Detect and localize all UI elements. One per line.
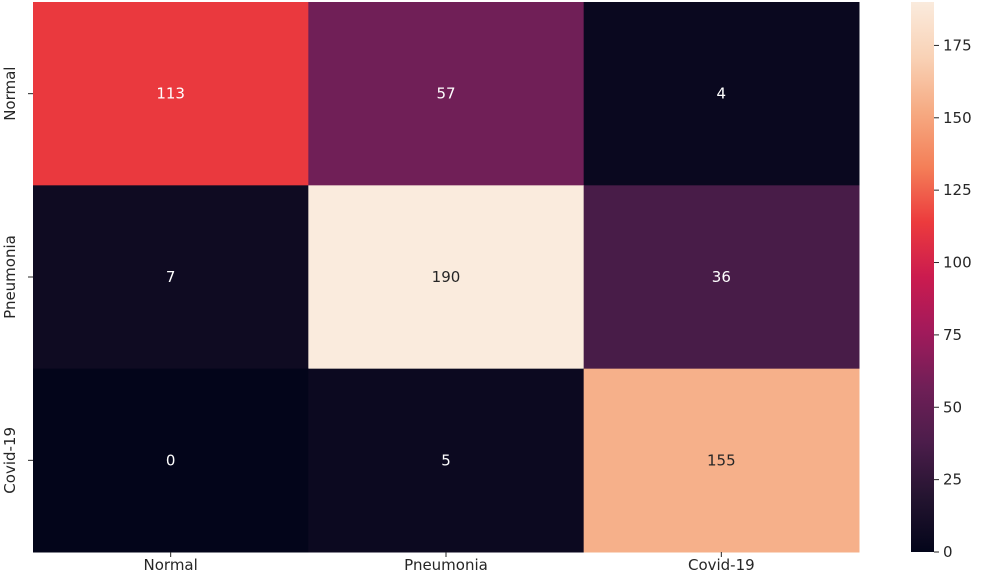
colorbar-tick-label: 0 xyxy=(943,543,953,561)
y-tick-label: Normal xyxy=(1,67,19,121)
heatmap-cell-covid-19-normal xyxy=(33,368,309,553)
heatmap-cells xyxy=(33,2,860,553)
heatmap-cell-pneumonia-pneumonia xyxy=(308,185,585,370)
colorbar-tick-label: 100 xyxy=(943,254,972,272)
heatmap-cell-normal-pneumonia xyxy=(308,2,585,186)
heatmap-cell-covid-19-covid-19 xyxy=(583,368,860,553)
x-tick-label: Normal xyxy=(144,556,198,574)
colorbar: 0 25 50 75 100 125 150 175 xyxy=(911,2,972,561)
cell-value-label: 155 xyxy=(707,451,736,469)
colorbar-gradient xyxy=(911,2,934,552)
cell-value-label: 7 xyxy=(166,268,176,286)
cell-annotations: 113 57 4 7 190 36 0 5 155 xyxy=(156,85,735,470)
colorbar-tick-label: 50 xyxy=(943,398,962,416)
colorbar-tick-label: 25 xyxy=(943,471,962,489)
cell-value-label: 113 xyxy=(156,85,185,103)
y-axis: Normal Pneumonia Covid-19 xyxy=(1,67,33,494)
cell-value-label: 57 xyxy=(436,85,455,103)
heatmap-cell-covid-19-pneumonia xyxy=(308,368,585,553)
x-tick-label: Covid-19 xyxy=(688,556,755,574)
colorbar-tick-label: 150 xyxy=(943,109,972,127)
x-axis: Normal Pneumonia Covid-19 xyxy=(144,552,755,574)
cell-value-label: 190 xyxy=(432,268,461,286)
colorbar-tick-label: 125 xyxy=(943,181,972,199)
x-tick-label: Pneumonia xyxy=(404,556,488,574)
cell-value-label: 4 xyxy=(717,85,727,103)
colorbar-tick-label: 75 xyxy=(943,326,962,344)
heatmap-cell-pneumonia-normal xyxy=(33,185,309,370)
heatmap-cell-normal-normal xyxy=(33,2,309,186)
y-tick-label: Pneumonia xyxy=(1,235,19,319)
colorbar-tick-label: 175 xyxy=(943,36,972,54)
heatmap-cell-normal-covid-19 xyxy=(583,2,860,186)
cell-value-label: 36 xyxy=(712,268,731,286)
y-tick-label: Covid-19 xyxy=(1,427,19,494)
heatmap-cell-pneumonia-covid-19 xyxy=(583,185,860,370)
cell-value-label: 5 xyxy=(441,451,451,469)
cell-value-label: 0 xyxy=(166,451,176,469)
